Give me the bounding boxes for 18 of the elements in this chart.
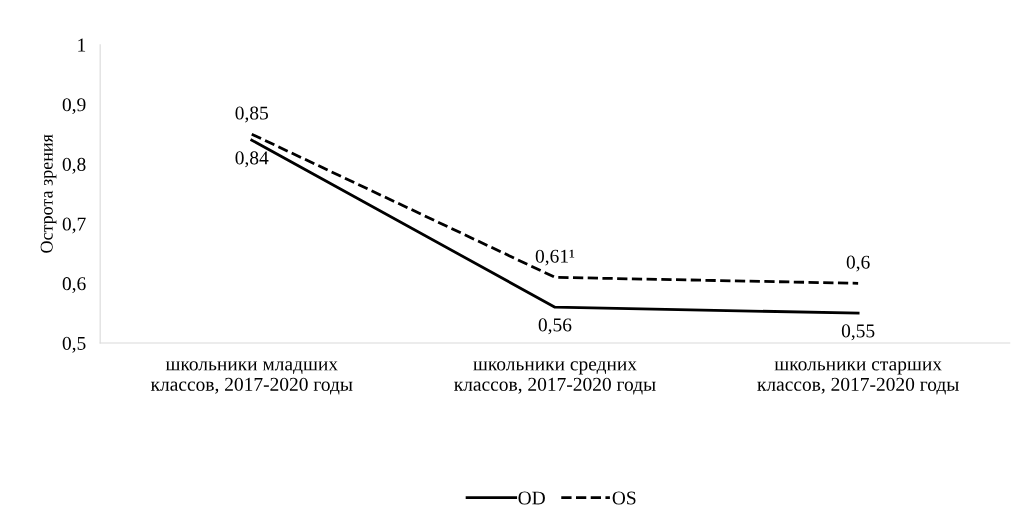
y-tick-label: 0,7: [62, 217, 86, 234]
x-tick-label: школьники средних классов, 2017-2020 годы: [454, 361, 656, 395]
data-label: 0,84: [235, 151, 269, 168]
x-tick-label: школьники старших классов, 2017-2020 годы: [757, 361, 959, 395]
data-label: 0,6: [846, 255, 870, 272]
y-tick-label: 0,8: [62, 157, 86, 174]
y-tick-label: 0,6: [62, 277, 86, 294]
y-tick-label: 0,9: [62, 98, 86, 115]
data-label: 0,61¹: [535, 249, 575, 266]
x-tick-label: школьники младших классов, 2017-2020 годы: [150, 361, 353, 395]
data-label: 0,56: [538, 318, 572, 335]
data-label: 0,85: [235, 106, 269, 123]
data-label: 0,55: [841, 324, 875, 341]
y-tick-label: 1: [78, 38, 86, 52]
legend-label: OS: [612, 491, 636, 505]
legend-label: OD: [518, 491, 545, 505]
y-tick-label: 0,5: [62, 336, 86, 353]
y-axis-title: Острота зрения: [40, 134, 57, 253]
